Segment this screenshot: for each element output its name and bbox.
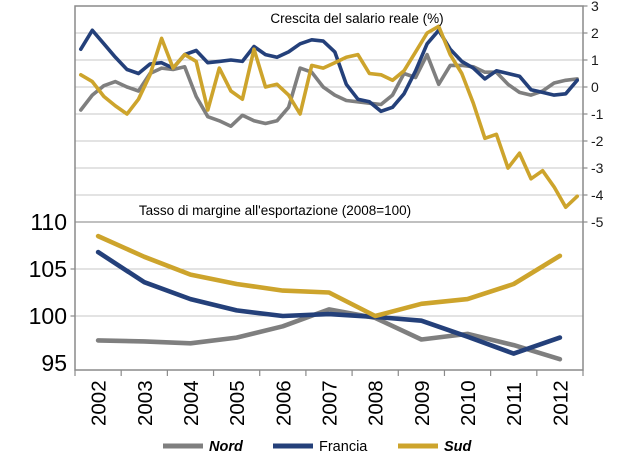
legend-label-nord: Nord [209,439,244,455]
x-axis-year-label-2002: 2002 [88,380,111,426]
right-axis-label--4: -4 [591,187,604,203]
right-axis-label--5: -5 [591,214,604,230]
x-axis-year-label-2012: 2012 [549,380,572,426]
left-axis-label-95: 95 [41,350,67,376]
left-axis-label-105: 105 [29,256,67,282]
x-axis-year-label-2006: 2006 [272,380,295,426]
right-axis-label--3: -3 [591,160,604,176]
left-axis-label-100: 100 [29,303,67,329]
top-chart-title: Crescita del salario reale (%) [270,11,443,26]
legend-label-sud: Sud [444,439,473,455]
x-axis-year-label-2005: 2005 [226,380,249,426]
bottom-chart-title: Tasso di margine all'esportazione (2008=… [139,203,411,218]
left-axis-label-110: 110 [30,209,67,235]
x-axis-year-label-2009: 2009 [411,380,434,426]
x-axis-year-label-2004: 2004 [180,380,203,426]
bottom-series-line-nord [95,307,563,362]
plot-frame [74,5,584,371]
right-axis-label--1: -1 [591,106,604,122]
x-axis-year-label-2008: 2008 [365,380,388,426]
x-axis-year-label-2010: 2010 [457,380,480,426]
right-axis-label-2: 2 [591,25,599,41]
top-series-line-sud [79,24,580,209]
x-axis-year-label-2003: 2003 [134,380,157,426]
legend-label-francia: Francia [319,439,368,455]
x-axis-year-label-2007: 2007 [319,380,342,426]
x-axis-year-label-2011: 2011 [503,382,526,426]
bottom-series-line-sud [95,233,563,319]
top-series-line-francia [79,28,580,114]
legend: Nord Francia Sud [163,439,473,455]
bottom-series-line-francia [95,249,563,356]
right-axis-label-0: 0 [591,79,599,95]
right-axis-label--2: -2 [591,133,604,149]
right-axis-label-1: 1 [591,52,599,68]
right-axis-label-3: 3 [591,0,599,14]
